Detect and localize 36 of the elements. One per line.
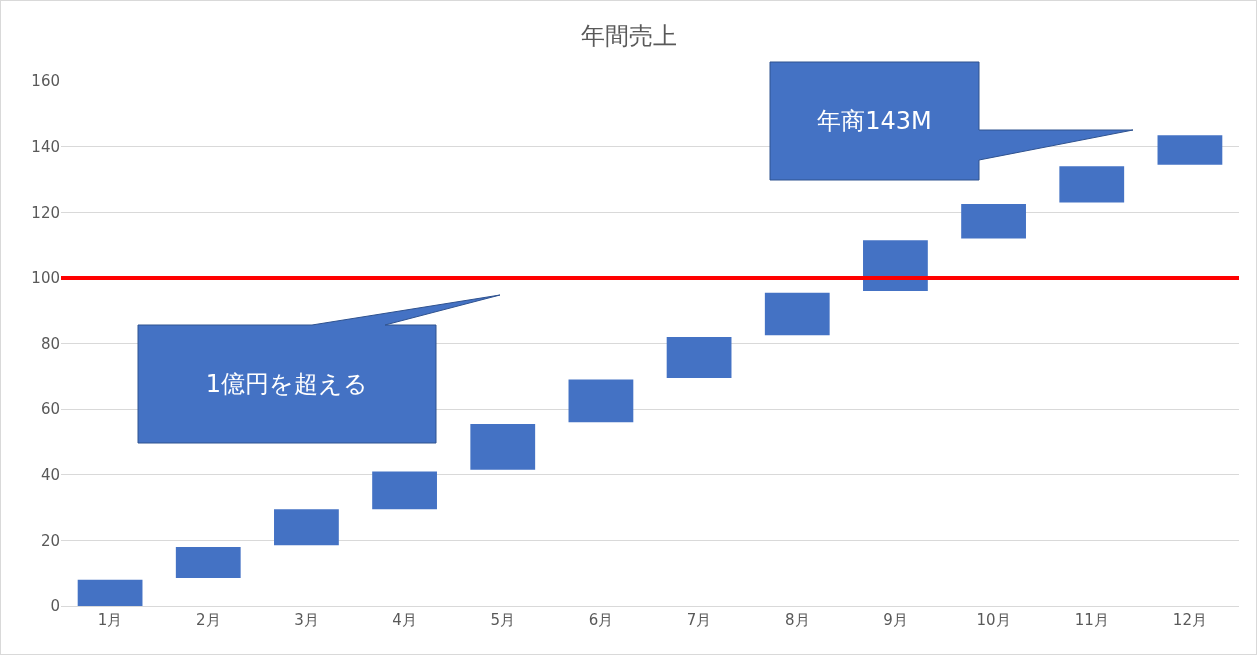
bar	[568, 379, 634, 423]
bar	[372, 471, 437, 510]
x-tick-label: 1月	[97, 611, 123, 629]
annotation: 年商143M	[816, 106, 933, 137]
y-tick-label: 140	[31, 137, 60, 156]
annotation: 1億円を超える	[204, 369, 370, 400]
bar	[470, 423, 536, 470]
x-tick-label: 12月	[1172, 611, 1207, 629]
y-tick-label: 20	[40, 531, 60, 550]
bar	[666, 336, 732, 378]
y-tick-label: 60	[40, 400, 60, 419]
x-tick-label: 3月	[294, 611, 319, 629]
bar	[175, 546, 241, 579]
bar	[764, 292, 830, 336]
x-tick-label: 2月	[195, 611, 221, 629]
y-tick-label: 160	[31, 72, 60, 91]
bar	[1157, 135, 1223, 165]
x-tick-label: 10月	[976, 611, 1011, 629]
x-tick-label: 6月	[588, 611, 614, 629]
x-tick-label: 8月	[784, 611, 810, 629]
x-tick-label: 4月	[392, 611, 417, 629]
y-tick-label: 40	[40, 466, 60, 484]
chart-title: 年間売上	[580, 21, 677, 50]
bar	[961, 204, 1026, 239]
x-tick-label: 7月	[686, 611, 712, 629]
y-tick-label: 80	[40, 334, 60, 353]
bar	[77, 579, 143, 606]
bar	[274, 509, 339, 546]
bar	[863, 240, 928, 291]
x-tick-label: 11月	[1074, 611, 1109, 629]
x-tick-label: 5月	[490, 611, 516, 629]
bar	[1059, 166, 1125, 203]
y-tick-label: 0	[50, 597, 60, 616]
y-tick-label: 120	[31, 203, 60, 222]
x-tick-label: 9月	[883, 611, 908, 629]
y-tick-label: 100	[31, 269, 60, 288]
